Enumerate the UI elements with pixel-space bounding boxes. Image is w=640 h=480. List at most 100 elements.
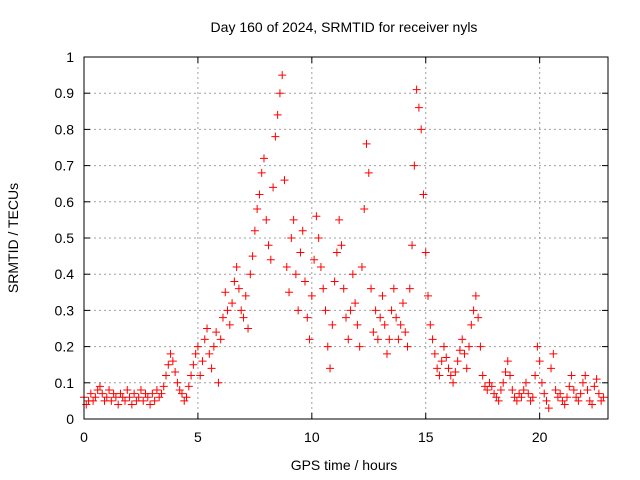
data-point [221, 288, 230, 297]
data-point [296, 248, 305, 257]
data-point [223, 306, 232, 315]
data-point [253, 205, 262, 214]
data-point [262, 215, 271, 224]
data-point [428, 335, 437, 344]
data-point [285, 288, 294, 297]
data-point [269, 183, 278, 192]
data-point [451, 367, 460, 376]
data-point [214, 378, 223, 387]
data-point [168, 357, 177, 366]
data-point [259, 154, 268, 163]
y-tick-label: 0.5 [55, 230, 75, 246]
data-point [455, 346, 464, 355]
data-point [453, 357, 462, 366]
data-point [244, 324, 253, 333]
data-point [248, 252, 257, 261]
data-point [369, 328, 378, 337]
data-point [114, 400, 123, 409]
data-point [547, 364, 556, 373]
data-point [184, 382, 193, 391]
data-point [449, 378, 458, 387]
data-point [542, 396, 551, 405]
data-point [478, 371, 487, 380]
data-point [458, 335, 467, 344]
data-point [599, 393, 608, 402]
data-point [578, 378, 587, 387]
x-axis-label: GPS time / hours [291, 457, 398, 473]
data-point [207, 364, 216, 373]
x-tick-label: 20 [532, 429, 548, 445]
data-point [193, 342, 202, 351]
data-point [562, 393, 571, 402]
data-point [191, 349, 200, 358]
data-point [535, 357, 544, 366]
data-point [519, 386, 528, 395]
data-point [499, 378, 508, 387]
data-point [257, 168, 266, 177]
data-point [326, 364, 335, 373]
data-point [576, 389, 585, 398]
data-point [394, 335, 403, 344]
data-point [105, 386, 114, 395]
data-point [218, 313, 227, 322]
data-point [291, 270, 300, 279]
data-point [328, 320, 337, 329]
data-point [540, 389, 549, 398]
data-point [212, 328, 221, 337]
data-series [80, 71, 608, 413]
data-point [387, 306, 396, 315]
data-point [385, 335, 394, 344]
data-point [298, 226, 307, 235]
data-point [196, 371, 205, 380]
data-point [417, 125, 426, 134]
data-point [107, 396, 116, 405]
data-point [136, 386, 145, 395]
data-point [200, 335, 209, 344]
y-tick-label: 0.7 [55, 158, 75, 174]
data-point [234, 284, 243, 293]
data-point [421, 248, 430, 257]
data-point [439, 342, 448, 351]
data-point [494, 396, 503, 405]
data-point [569, 386, 578, 395]
data-point [471, 291, 480, 300]
data-point [316, 262, 325, 271]
data-point [86, 389, 95, 398]
data-point [401, 328, 410, 337]
data-point [414, 103, 423, 112]
data-point [581, 371, 590, 380]
data-point [533, 342, 542, 351]
data-point [280, 176, 289, 185]
data-point [437, 357, 446, 366]
data-point [98, 389, 107, 398]
data-point [203, 324, 212, 333]
data-point [383, 349, 392, 358]
x-tick-label: 10 [304, 429, 320, 445]
data-point [467, 320, 476, 329]
data-point [289, 215, 298, 224]
data-point [228, 299, 237, 308]
y-tick-label: 0.4 [55, 266, 75, 282]
data-point [378, 291, 387, 300]
data-point [305, 335, 314, 344]
data-point [398, 299, 407, 308]
data-point [266, 255, 275, 264]
data-point [123, 386, 132, 395]
data-point [273, 110, 282, 119]
data-point [143, 393, 152, 402]
data-point [351, 299, 360, 308]
data-point [125, 393, 134, 402]
data-point [442, 353, 451, 362]
data-point [150, 396, 159, 405]
data-point [91, 393, 100, 402]
data-point [187, 371, 196, 380]
data-point [517, 393, 526, 402]
data-point [446, 371, 455, 380]
data-point [503, 357, 512, 366]
axis-ticks: 00.10.20.30.40.50.60.70.80.910 5 10 15 20 [55, 49, 608, 445]
data-point [239, 313, 248, 322]
data-point [435, 371, 444, 380]
data-point [444, 364, 453, 373]
